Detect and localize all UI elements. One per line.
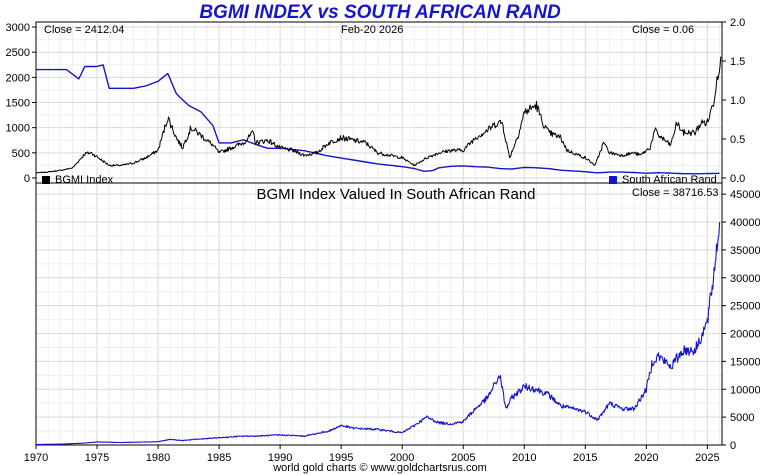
bgmi-zar-series-line xyxy=(35,221,721,446)
x-axis-tick-label: 2025 xyxy=(695,452,719,464)
legend-rand-swatch xyxy=(609,176,617,184)
chart-title: BGMI INDEX vs SOUTH AFRICAN RAND xyxy=(199,2,561,23)
x-axis-tick-label: 2005 xyxy=(451,452,475,464)
rand-close-label: Close = 0.06 xyxy=(632,24,695,36)
right-axis-tick-label: 0.0 xyxy=(730,173,745,185)
bottom-right-axis-tick-label: 15000 xyxy=(730,356,760,368)
x-axis-tick-label: 2020 xyxy=(634,452,658,464)
left-axis-tick-label: 1500 xyxy=(6,98,30,110)
x-axis-tick-label: 1980 xyxy=(146,452,170,464)
bottom-right-axis-tick-label: 20000 xyxy=(730,329,760,341)
left-axis-tick-label: 2000 xyxy=(6,72,30,84)
bottom-right-axis-tick-label: 30000 xyxy=(730,273,760,285)
date-label: Feb-20 2026 xyxy=(341,24,404,36)
x-axis-tick-label: 1975 xyxy=(85,452,109,464)
left-axis-tick-label: 1000 xyxy=(6,123,30,135)
bottom-right-axis-tick-label: 0 xyxy=(730,440,736,452)
legend-bgmi-label: BGMI Index xyxy=(55,174,114,186)
legend-bgmi: BGMI Index xyxy=(42,174,113,186)
legend-bgmi-swatch xyxy=(42,176,50,184)
zar-close-label: Close = 38716.53 xyxy=(632,187,719,199)
x-axis-tick-label: 2010 xyxy=(512,452,536,464)
bgmi-close-label: Close = 2412.04 xyxy=(44,24,125,36)
bottom-right-axis-tick-label: 10000 xyxy=(730,384,760,396)
left-axis-tick-label: 0 xyxy=(24,173,30,185)
right-axis-tick-label: 1.5 xyxy=(730,56,745,68)
x-axis-tick-label: 1970 xyxy=(24,452,48,464)
right-axis-tick-label: 1.0 xyxy=(730,95,745,107)
bottom-right-axis-tick-label: 45000 xyxy=(730,189,760,201)
left-axis-tick-label: 500 xyxy=(12,148,30,160)
bottom-right-axis-tick-label: 25000 xyxy=(730,301,760,313)
legend-rand: South African Rand xyxy=(609,174,717,186)
bottom-right-axis-tick-label: 35000 xyxy=(730,245,760,257)
right-axis-tick-label: 0.5 xyxy=(730,134,745,146)
right-axis-tick-label: 2.0 xyxy=(730,17,745,29)
bottom-panel-frame xyxy=(35,182,723,446)
bottom-panel-title: BGMI Index Valued In South African Rand xyxy=(256,186,536,203)
left-axis-tick-label: 2500 xyxy=(6,47,30,59)
footer-credit: world gold charts © www.goldchartsrus.co… xyxy=(273,462,487,474)
bgmi-series-line xyxy=(35,56,722,174)
x-axis-tick-label: 1990 xyxy=(268,452,292,464)
x-axis-tick-label: 2000 xyxy=(390,452,414,464)
legend-rand-label: South African Rand xyxy=(622,174,717,186)
bottom-right-axis-tick-label: 5000 xyxy=(730,412,754,424)
bottom-right-axis-tick-label: 40000 xyxy=(730,217,760,229)
left-axis-tick-label: 3000 xyxy=(6,22,30,34)
x-axis-tick-label: 1985 xyxy=(207,452,231,464)
rand-series-line xyxy=(36,64,720,175)
x-axis-tick-label: 2015 xyxy=(573,452,597,464)
x-axis-tick-label: 1995 xyxy=(329,452,353,464)
